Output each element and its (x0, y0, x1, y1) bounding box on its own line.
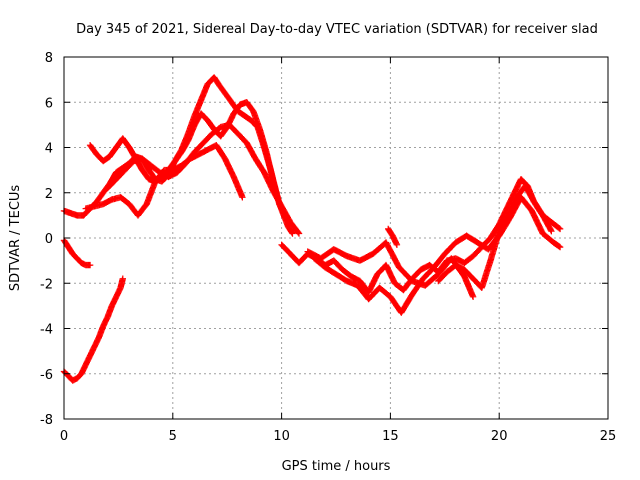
data-points (60, 74, 564, 384)
x-tick-label: 25 (600, 429, 617, 444)
series-arc-9 (304, 239, 477, 300)
y-axis-label: SDTVAR / TECUs (8, 185, 23, 292)
y-tick-label: 8 (45, 51, 53, 66)
data-point (556, 225, 564, 233)
series-arc-3 (60, 275, 126, 384)
data-point (469, 293, 477, 300)
y-tick-labels: -8 -6 -4 -2 0 2 4 6 8 (40, 51, 53, 428)
data-point (86, 261, 94, 269)
series-arc-6 (104, 121, 303, 237)
series-arc-2 (60, 237, 94, 269)
x-axis-label: GPS time / hours (282, 459, 391, 474)
y-tick-label: -4 (40, 323, 53, 338)
tick-marks (63, 56, 609, 420)
x-tick-label: 0 (60, 429, 68, 444)
x-tick-label: 20 (491, 429, 508, 444)
y-tick-label: 2 (45, 187, 53, 202)
data-point (295, 230, 303, 237)
series-arc-10 (385, 225, 401, 248)
data-point (393, 241, 401, 248)
data-point (119, 275, 126, 282)
data-point (295, 229, 302, 236)
y-tick-label: 6 (45, 96, 53, 111)
series-arc-11 (435, 182, 555, 291)
y-tick-label: 0 (45, 232, 53, 247)
data-point (556, 225, 563, 232)
data-point (289, 230, 296, 237)
grid-lines (64, 57, 608, 419)
y-tick-label: 4 (45, 142, 53, 157)
data-point (239, 194, 246, 201)
data-point (548, 228, 555, 235)
x-tick-labels: 0 5 10 15 20 25 (60, 429, 616, 444)
data-point (556, 243, 563, 250)
data-point (556, 243, 564, 251)
y-tick-label: -8 (40, 413, 53, 428)
x-tick-label: 15 (382, 429, 399, 444)
chart-title: Day 345 of 2021, Sidereal Day-to-day VTE… (76, 22, 598, 37)
y-tick-label: -2 (40, 277, 53, 292)
y-tick-label: -6 (40, 368, 53, 383)
data-point (547, 226, 554, 234)
series-arc-5 (82, 142, 246, 219)
x-tick-label: 10 (273, 429, 290, 444)
x-tick-label: 5 (169, 429, 177, 444)
